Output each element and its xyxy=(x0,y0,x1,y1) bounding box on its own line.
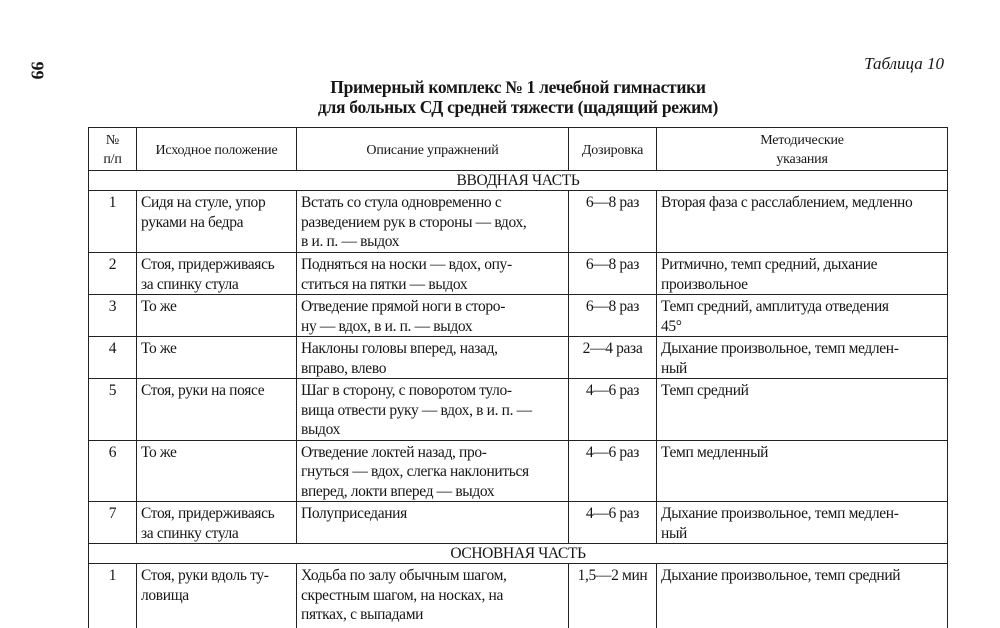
header-row: № п/п Исходное положение Описание упражн… xyxy=(88,127,948,171)
table-row: 5 Стоя, руки на поясе Шаг в сторону, с пов… xyxy=(88,378,948,441)
cell-number: 5 xyxy=(88,378,137,441)
cell-notes: Темп средний, амплитуда отведения 45° xyxy=(656,294,948,337)
cell-notes: Темп медленный xyxy=(656,439,948,502)
cell-dosage: 4—6 раз xyxy=(568,501,657,544)
cell-description: Наклоны головы вперед, назад, вправо, вл… xyxy=(296,336,569,379)
cell-description: Ходьба по залу обычным шагом, скрестным … xyxy=(296,563,569,628)
table-row: 1 Стоя, руки вдоль ту- ловища Ходьба по за… xyxy=(88,563,948,628)
table-row: 4 То же Наклоны головы вперед, назад, впр… xyxy=(88,336,948,379)
cell-number: 7 xyxy=(88,501,137,544)
cell-dosage: 6—8 раз xyxy=(568,190,657,253)
table-row: 3 То же Отведение прямой ноги в сторо- ну … xyxy=(88,294,948,337)
cell-dosage: 1,5—2 мин xyxy=(568,563,657,628)
cell-position: Стоя, придерживаясь за спинку стула xyxy=(136,252,297,295)
section-row: ОСНОВНАЯ ЧАСТЬ xyxy=(88,543,948,564)
cell-number: 3 xyxy=(88,294,137,337)
header-number: № п/п xyxy=(88,127,137,171)
cell-number: 1 xyxy=(88,190,137,253)
cell-notes: Вторая фаза с расслаблением, медленно xyxy=(656,190,948,253)
cell-position: Стоя, руки вдоль ту- ловища xyxy=(136,563,297,628)
cell-position: Стоя, руки на поясе xyxy=(136,378,297,441)
cell-notes: Темп средний xyxy=(656,378,948,441)
cell-dosage: 6—8 раз xyxy=(568,294,657,337)
cell-position: То же xyxy=(136,439,297,502)
exercise-table: № п/п Исходное положение Описание упражн… xyxy=(88,127,948,628)
table-row: 7 Стоя, придерживаясь за спинку стула Пол… xyxy=(88,501,948,544)
header-position: Исходное положение xyxy=(136,127,297,171)
cell-position: То же xyxy=(136,294,297,337)
cell-dosage: 2—4 раза xyxy=(568,336,657,379)
cell-number: 4 xyxy=(88,336,137,379)
table-row: 6 То же Отведение локтей назад, про- гнуть… xyxy=(88,439,948,502)
cell-description: Отведение прямой ноги в сторо- ну — вдох… xyxy=(296,294,569,337)
table-label: Таблица 10 xyxy=(864,54,944,73)
cell-dosage: 4—6 раз xyxy=(568,378,657,441)
table-row: 2 Стоя, придерживаясь за спинку стула Подн… xyxy=(88,252,948,295)
section-title: ОСНОВНАЯ ЧАСТЬ xyxy=(88,543,948,564)
cell-description: Полуприседания xyxy=(296,501,569,544)
header-notes: Методические указания xyxy=(656,127,948,171)
section-title: ВВОДНАЯ ЧАСТЬ xyxy=(88,170,948,191)
table-row: 1 Сидя на стуле, упор руками на бедра Вста… xyxy=(88,190,948,253)
cell-position: Сидя на стуле, упор руками на бедра xyxy=(136,190,297,253)
cell-notes: Дыхание произвольное, темп средний xyxy=(656,563,948,628)
cell-number: 1 xyxy=(88,563,137,628)
header-description: Описание упражнений xyxy=(296,127,569,171)
cell-dosage: 6—8 раз xyxy=(568,252,657,295)
cell-notes: Дыхание произвольное, темп медлен- ный xyxy=(656,501,948,544)
cell-description: Подняться на носки — вдох, опу- ститься … xyxy=(296,252,569,295)
header-dosage: Дозировка xyxy=(568,127,657,171)
cell-notes: Дыхание произвольное, темп медлен- ный xyxy=(656,336,948,379)
cell-position: Стоя, придерживаясь за спинку стула xyxy=(136,501,297,544)
cell-number: 2 xyxy=(88,252,137,295)
table-title-line1: Примерный комплекс № 1 лечебной гимнасти… xyxy=(330,77,706,97)
table-title-line2: для больных СД средней тяжести (щадящий … xyxy=(317,97,719,117)
section-row: ВВОДНАЯ ЧАСТЬ xyxy=(88,170,948,191)
cell-description: Отведение локтей назад, про- гнуться — в… xyxy=(296,439,569,502)
cell-description: Встать со стула одновременно с разведени… xyxy=(296,190,569,253)
cell-dosage: 4—6 раз xyxy=(568,439,657,502)
cell-number: 6 xyxy=(88,439,137,502)
cell-position: То же xyxy=(136,336,297,379)
cell-description: Шаг в сторону, с поворотом туло- вища от… xyxy=(296,378,569,441)
cell-notes: Ритмично, темп средний, дыхание произвол… xyxy=(656,252,948,295)
